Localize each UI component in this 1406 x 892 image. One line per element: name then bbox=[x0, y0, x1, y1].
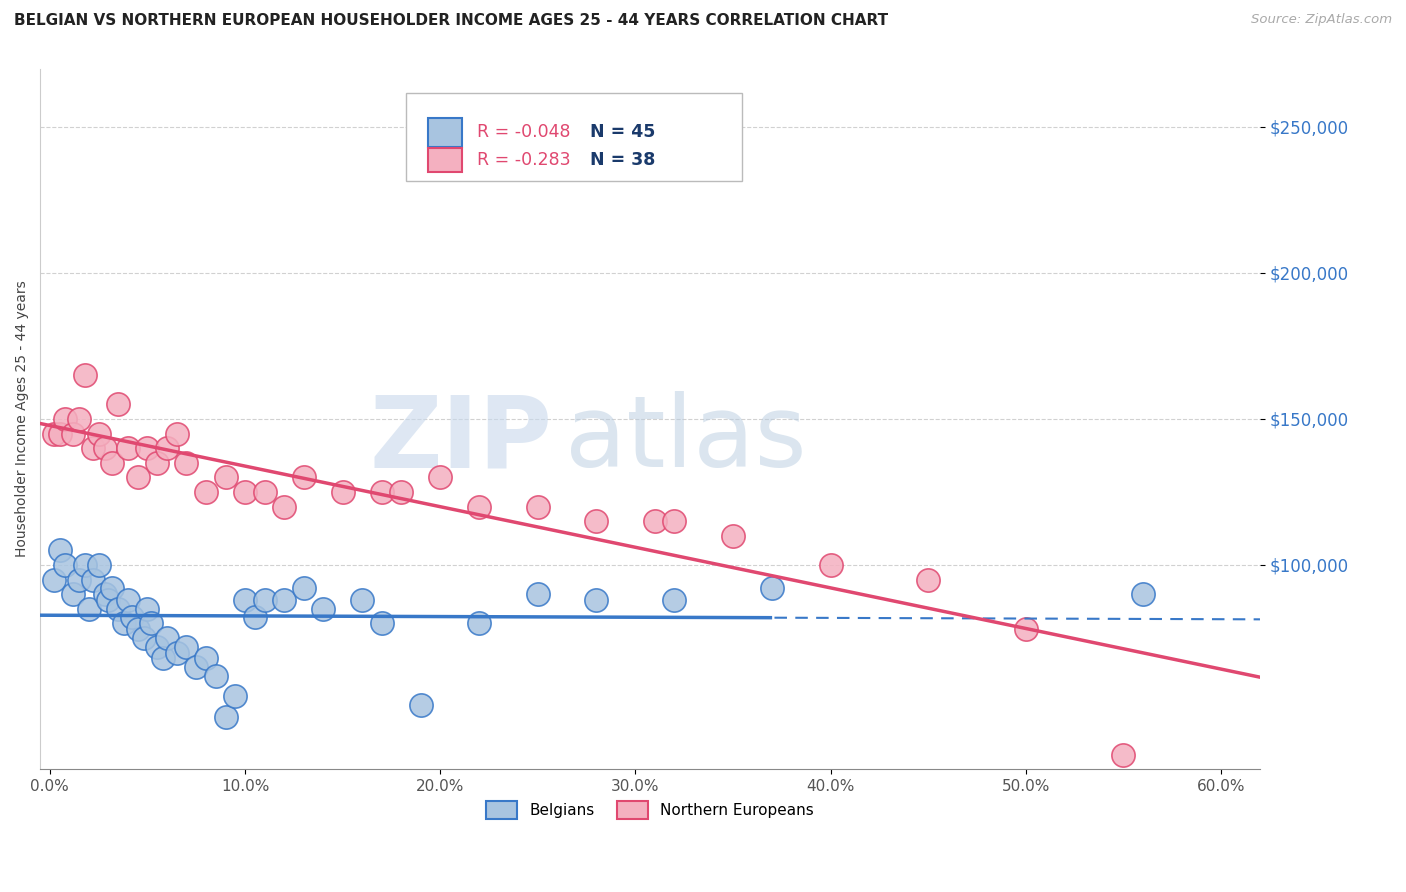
Point bbox=[292, 470, 315, 484]
Point bbox=[370, 484, 392, 499]
Point bbox=[644, 514, 666, 528]
Point bbox=[73, 558, 96, 572]
Point bbox=[48, 426, 70, 441]
Point bbox=[585, 514, 607, 528]
Text: N = 38: N = 38 bbox=[591, 151, 655, 169]
Point bbox=[389, 484, 412, 499]
Point bbox=[156, 631, 179, 645]
Point bbox=[117, 593, 139, 607]
Point bbox=[82, 441, 104, 455]
Point bbox=[1015, 622, 1038, 636]
Point bbox=[107, 601, 129, 615]
Point bbox=[93, 441, 115, 455]
Point bbox=[352, 593, 374, 607]
Point bbox=[73, 368, 96, 383]
Point bbox=[82, 573, 104, 587]
Text: N = 45: N = 45 bbox=[591, 123, 655, 141]
Point bbox=[253, 484, 276, 499]
Point bbox=[1112, 747, 1135, 762]
Point bbox=[55, 412, 77, 426]
Point bbox=[917, 573, 939, 587]
Point bbox=[42, 573, 65, 587]
Point bbox=[77, 601, 100, 615]
Point bbox=[761, 581, 783, 595]
Point bbox=[224, 690, 246, 704]
Point bbox=[121, 610, 143, 624]
Point bbox=[312, 601, 335, 615]
Point bbox=[97, 593, 120, 607]
Point bbox=[214, 710, 236, 724]
Point bbox=[67, 412, 90, 426]
Point bbox=[370, 616, 392, 631]
Point bbox=[186, 660, 208, 674]
Point bbox=[67, 573, 90, 587]
Point bbox=[253, 593, 276, 607]
Point bbox=[243, 610, 266, 624]
Point bbox=[136, 601, 159, 615]
Point bbox=[107, 397, 129, 411]
Point bbox=[664, 593, 686, 607]
Point bbox=[101, 456, 124, 470]
Point bbox=[527, 587, 550, 601]
Point bbox=[527, 500, 550, 514]
Point bbox=[152, 651, 174, 665]
Point bbox=[117, 441, 139, 455]
Point bbox=[468, 500, 491, 514]
Point bbox=[146, 456, 169, 470]
Point bbox=[87, 426, 110, 441]
Point bbox=[156, 441, 179, 455]
Point bbox=[141, 616, 163, 631]
Y-axis label: Householder Income Ages 25 - 44 years: Householder Income Ages 25 - 44 years bbox=[15, 281, 30, 558]
Point bbox=[62, 587, 84, 601]
Text: Source: ZipAtlas.com: Source: ZipAtlas.com bbox=[1251, 13, 1392, 27]
Point bbox=[48, 543, 70, 558]
Point bbox=[176, 456, 198, 470]
Point bbox=[132, 631, 155, 645]
Point bbox=[42, 426, 65, 441]
Point bbox=[127, 470, 149, 484]
Point bbox=[292, 581, 315, 595]
Point bbox=[93, 587, 115, 601]
Point bbox=[87, 558, 110, 572]
Point bbox=[468, 616, 491, 631]
Point bbox=[820, 558, 842, 572]
Point bbox=[214, 470, 236, 484]
Legend: Belgians, Northern Europeans: Belgians, Northern Europeans bbox=[481, 795, 820, 825]
Point bbox=[112, 616, 135, 631]
Point bbox=[332, 484, 354, 499]
Point bbox=[166, 426, 188, 441]
FancyBboxPatch shape bbox=[427, 118, 463, 147]
Point bbox=[1132, 587, 1154, 601]
FancyBboxPatch shape bbox=[427, 148, 463, 171]
Point bbox=[195, 651, 218, 665]
Text: BELGIAN VS NORTHERN EUROPEAN HOUSEHOLDER INCOME AGES 25 - 44 YEARS CORRELATION C: BELGIAN VS NORTHERN EUROPEAN HOUSEHOLDER… bbox=[14, 13, 889, 29]
Point bbox=[721, 529, 744, 543]
Point bbox=[273, 500, 295, 514]
Point bbox=[204, 669, 226, 683]
Point bbox=[55, 558, 77, 572]
Point bbox=[195, 484, 218, 499]
Point bbox=[176, 640, 198, 654]
Point bbox=[101, 581, 124, 595]
Point bbox=[146, 640, 169, 654]
FancyBboxPatch shape bbox=[406, 93, 741, 181]
Point bbox=[585, 593, 607, 607]
Point bbox=[233, 484, 256, 499]
Point bbox=[664, 514, 686, 528]
Point bbox=[166, 646, 188, 660]
Text: atlas: atlas bbox=[565, 392, 806, 489]
Text: R = -0.283: R = -0.283 bbox=[477, 151, 571, 169]
Point bbox=[127, 622, 149, 636]
Point bbox=[233, 593, 256, 607]
Point bbox=[62, 426, 84, 441]
Point bbox=[429, 470, 451, 484]
Point bbox=[409, 698, 432, 712]
Point bbox=[273, 593, 295, 607]
Text: ZIP: ZIP bbox=[370, 392, 553, 489]
Point bbox=[136, 441, 159, 455]
Text: R = -0.048: R = -0.048 bbox=[477, 123, 571, 141]
